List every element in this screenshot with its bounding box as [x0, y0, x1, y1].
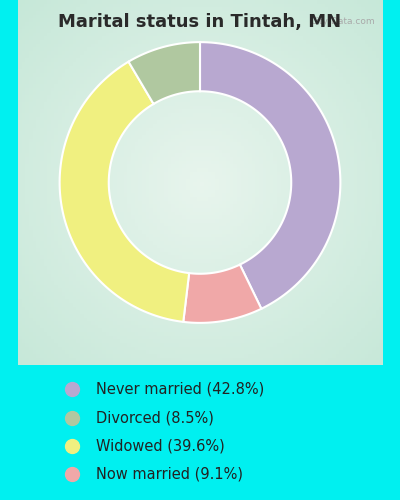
Text: Divorced (8.5%): Divorced (8.5%): [96, 410, 214, 425]
Polygon shape: [60, 62, 189, 322]
Text: Never married (42.8%): Never married (42.8%): [96, 382, 264, 397]
Text: Widowed (39.6%): Widowed (39.6%): [96, 438, 225, 454]
Polygon shape: [128, 42, 200, 104]
Text: City-Data.com: City-Data.com: [311, 17, 376, 26]
Polygon shape: [183, 264, 261, 323]
Text: Marital status in Tintah, MN: Marital status in Tintah, MN: [58, 12, 342, 30]
Text: Now married (9.1%): Now married (9.1%): [96, 467, 243, 482]
Polygon shape: [200, 42, 340, 309]
